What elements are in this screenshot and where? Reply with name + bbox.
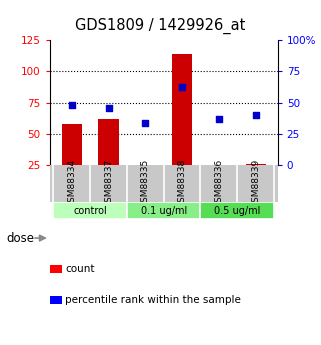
Text: GSM88335: GSM88335 [141, 159, 150, 208]
Text: GSM88337: GSM88337 [104, 159, 113, 208]
Bar [135, 165, 155, 197]
Text: GSM88336: GSM88336 [214, 159, 223, 208]
Point [106, 105, 111, 110]
Text: count: count [65, 264, 95, 274]
Point [216, 116, 221, 122]
Text: 0.1 ug/ml: 0.1 ug/ml [141, 206, 187, 216]
Point [143, 120, 148, 125]
Bar [201, 202, 274, 219]
Bar [246, 164, 266, 197]
Text: 0.5 ug/ml: 0.5 ug/ml [214, 206, 260, 216]
Bar [172, 53, 192, 197]
Text: GDS1809 / 1429926_at: GDS1809 / 1429926_at [75, 18, 246, 34]
Bar [99, 119, 119, 197]
Text: percentile rank within the sample: percentile rank within the sample [65, 295, 241, 305]
Bar [62, 124, 82, 197]
Bar [209, 165, 229, 197]
Text: GSM88338: GSM88338 [178, 159, 187, 208]
Text: control: control [73, 206, 107, 216]
Point [69, 102, 74, 108]
Point [179, 85, 185, 90]
Bar [127, 202, 201, 219]
Text: GSM88339: GSM88339 [251, 159, 260, 208]
Bar [53, 202, 127, 219]
Text: GSM88334: GSM88334 [67, 159, 76, 208]
Text: dose: dose [6, 231, 34, 245]
Point [253, 112, 258, 118]
